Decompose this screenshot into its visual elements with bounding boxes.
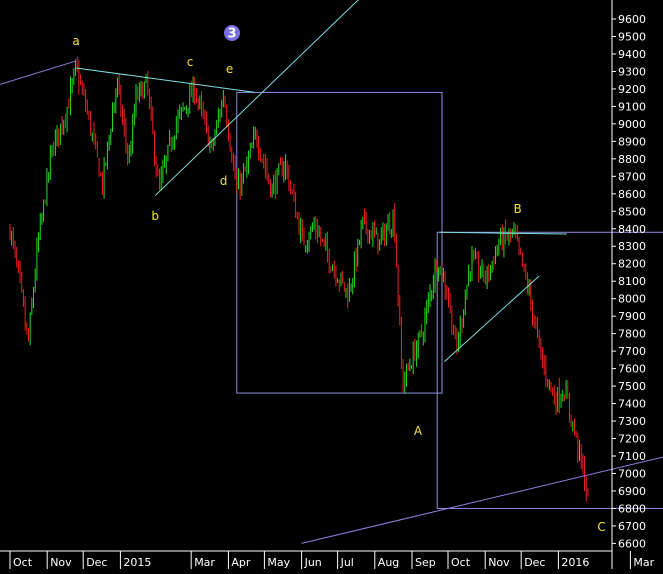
wave-label-a: a [72,34,79,48]
price-tick-label: 8500 [618,205,646,218]
price-axis: 6600 6700 6800 6900 7000 7100 7200 7300 7400 7500… [611,0,646,569]
price-tick-label: 6600 [618,537,646,550]
wave-annotations: a b c d e A B C 3 [72,24,606,534]
price-tick-label: 7800 [618,328,646,341]
trendline [444,275,540,362]
price-tick-label: 8800 [618,153,646,166]
price-tick-label: 8100 [618,275,646,288]
time-tick-label: 2015 [123,556,151,569]
price-tick-label: 6800 [618,502,646,515]
time-tick-label: Oct [451,556,471,569]
price-tick-label: 8700 [618,170,646,183]
range-box [236,91,443,394]
trendline [75,67,255,93]
price-tick-label: 9600 [618,13,646,26]
time-tick-label: Mar [194,556,215,569]
time-tick-label: Nov [50,556,72,569]
price-tick-label: 7600 [618,363,646,376]
time-axis: Oct Nov Dec 2015 Mar Apr May Jun Jul Aug Sep Oct Nov… [0,550,655,569]
time-tick-label: Oct [13,556,33,569]
price-tick-label: 8300 [618,240,646,253]
wave-label-A: A [414,424,423,438]
candlesticks [9,56,589,502]
time-tick-label: Aug [378,556,399,569]
trendline [301,456,663,544]
trendline [439,231,567,235]
wave-label-B: B [513,202,521,216]
wave-label-e: e [226,62,233,76]
wave-label-C: C [597,520,605,534]
time-tick-label: Jul [340,556,354,569]
price-tick-label: 7900 [618,310,646,323]
time-tick-label: 2016 [561,556,589,569]
price-tick-label: 7000 [618,467,646,480]
trendline [0,60,77,85]
price-tick-label: 8600 [618,188,646,201]
price-tick-label: 6900 [618,485,646,498]
wave-count-badge [224,24,240,41]
price-tick-label: 7400 [618,398,646,411]
price-tick-label: 7200 [618,433,646,446]
price-tick-label: 9000 [618,118,646,131]
price-tick-label: 9500 [618,30,646,43]
time-tick-label: Jun [304,556,322,569]
time-tick-label: Apr [231,556,251,569]
time-tick-label: Sep [415,556,436,569]
time-tick-label: Dec [524,556,545,569]
price-tick-label: 9300 [618,65,646,78]
price-tick-label: 6700 [618,520,646,533]
price-tick-label: 8900 [618,135,646,148]
price-tick-label: 8400 [618,223,646,236]
price-tick-label: 7100 [618,450,646,463]
price-tick-label: 9400 [618,48,646,61]
trendline [154,0,359,196]
wave-label-c: c [187,55,194,69]
wave-label-d: d [220,174,228,188]
trendlines [0,0,663,544]
range-box [436,231,663,509]
price-tick-label: 8200 [618,258,646,271]
price-tick-label: 9100 [618,100,646,113]
time-tick-label: Mar [633,556,654,569]
wave-label-b: b [151,209,159,223]
range-boxes [236,91,663,509]
time-tick-label: Dec [86,556,107,569]
time-tick-label: Nov [488,556,510,569]
price-tick-label: 9200 [618,83,646,96]
price-tick-label: 8000 [618,293,646,306]
price-tick-label: 7700 [618,345,646,358]
wave-count-label: 3 [227,26,236,41]
price-tick-label: 7300 [618,415,646,428]
time-tick-label: May [267,556,290,569]
price-tick-label: 7500 [618,380,646,393]
